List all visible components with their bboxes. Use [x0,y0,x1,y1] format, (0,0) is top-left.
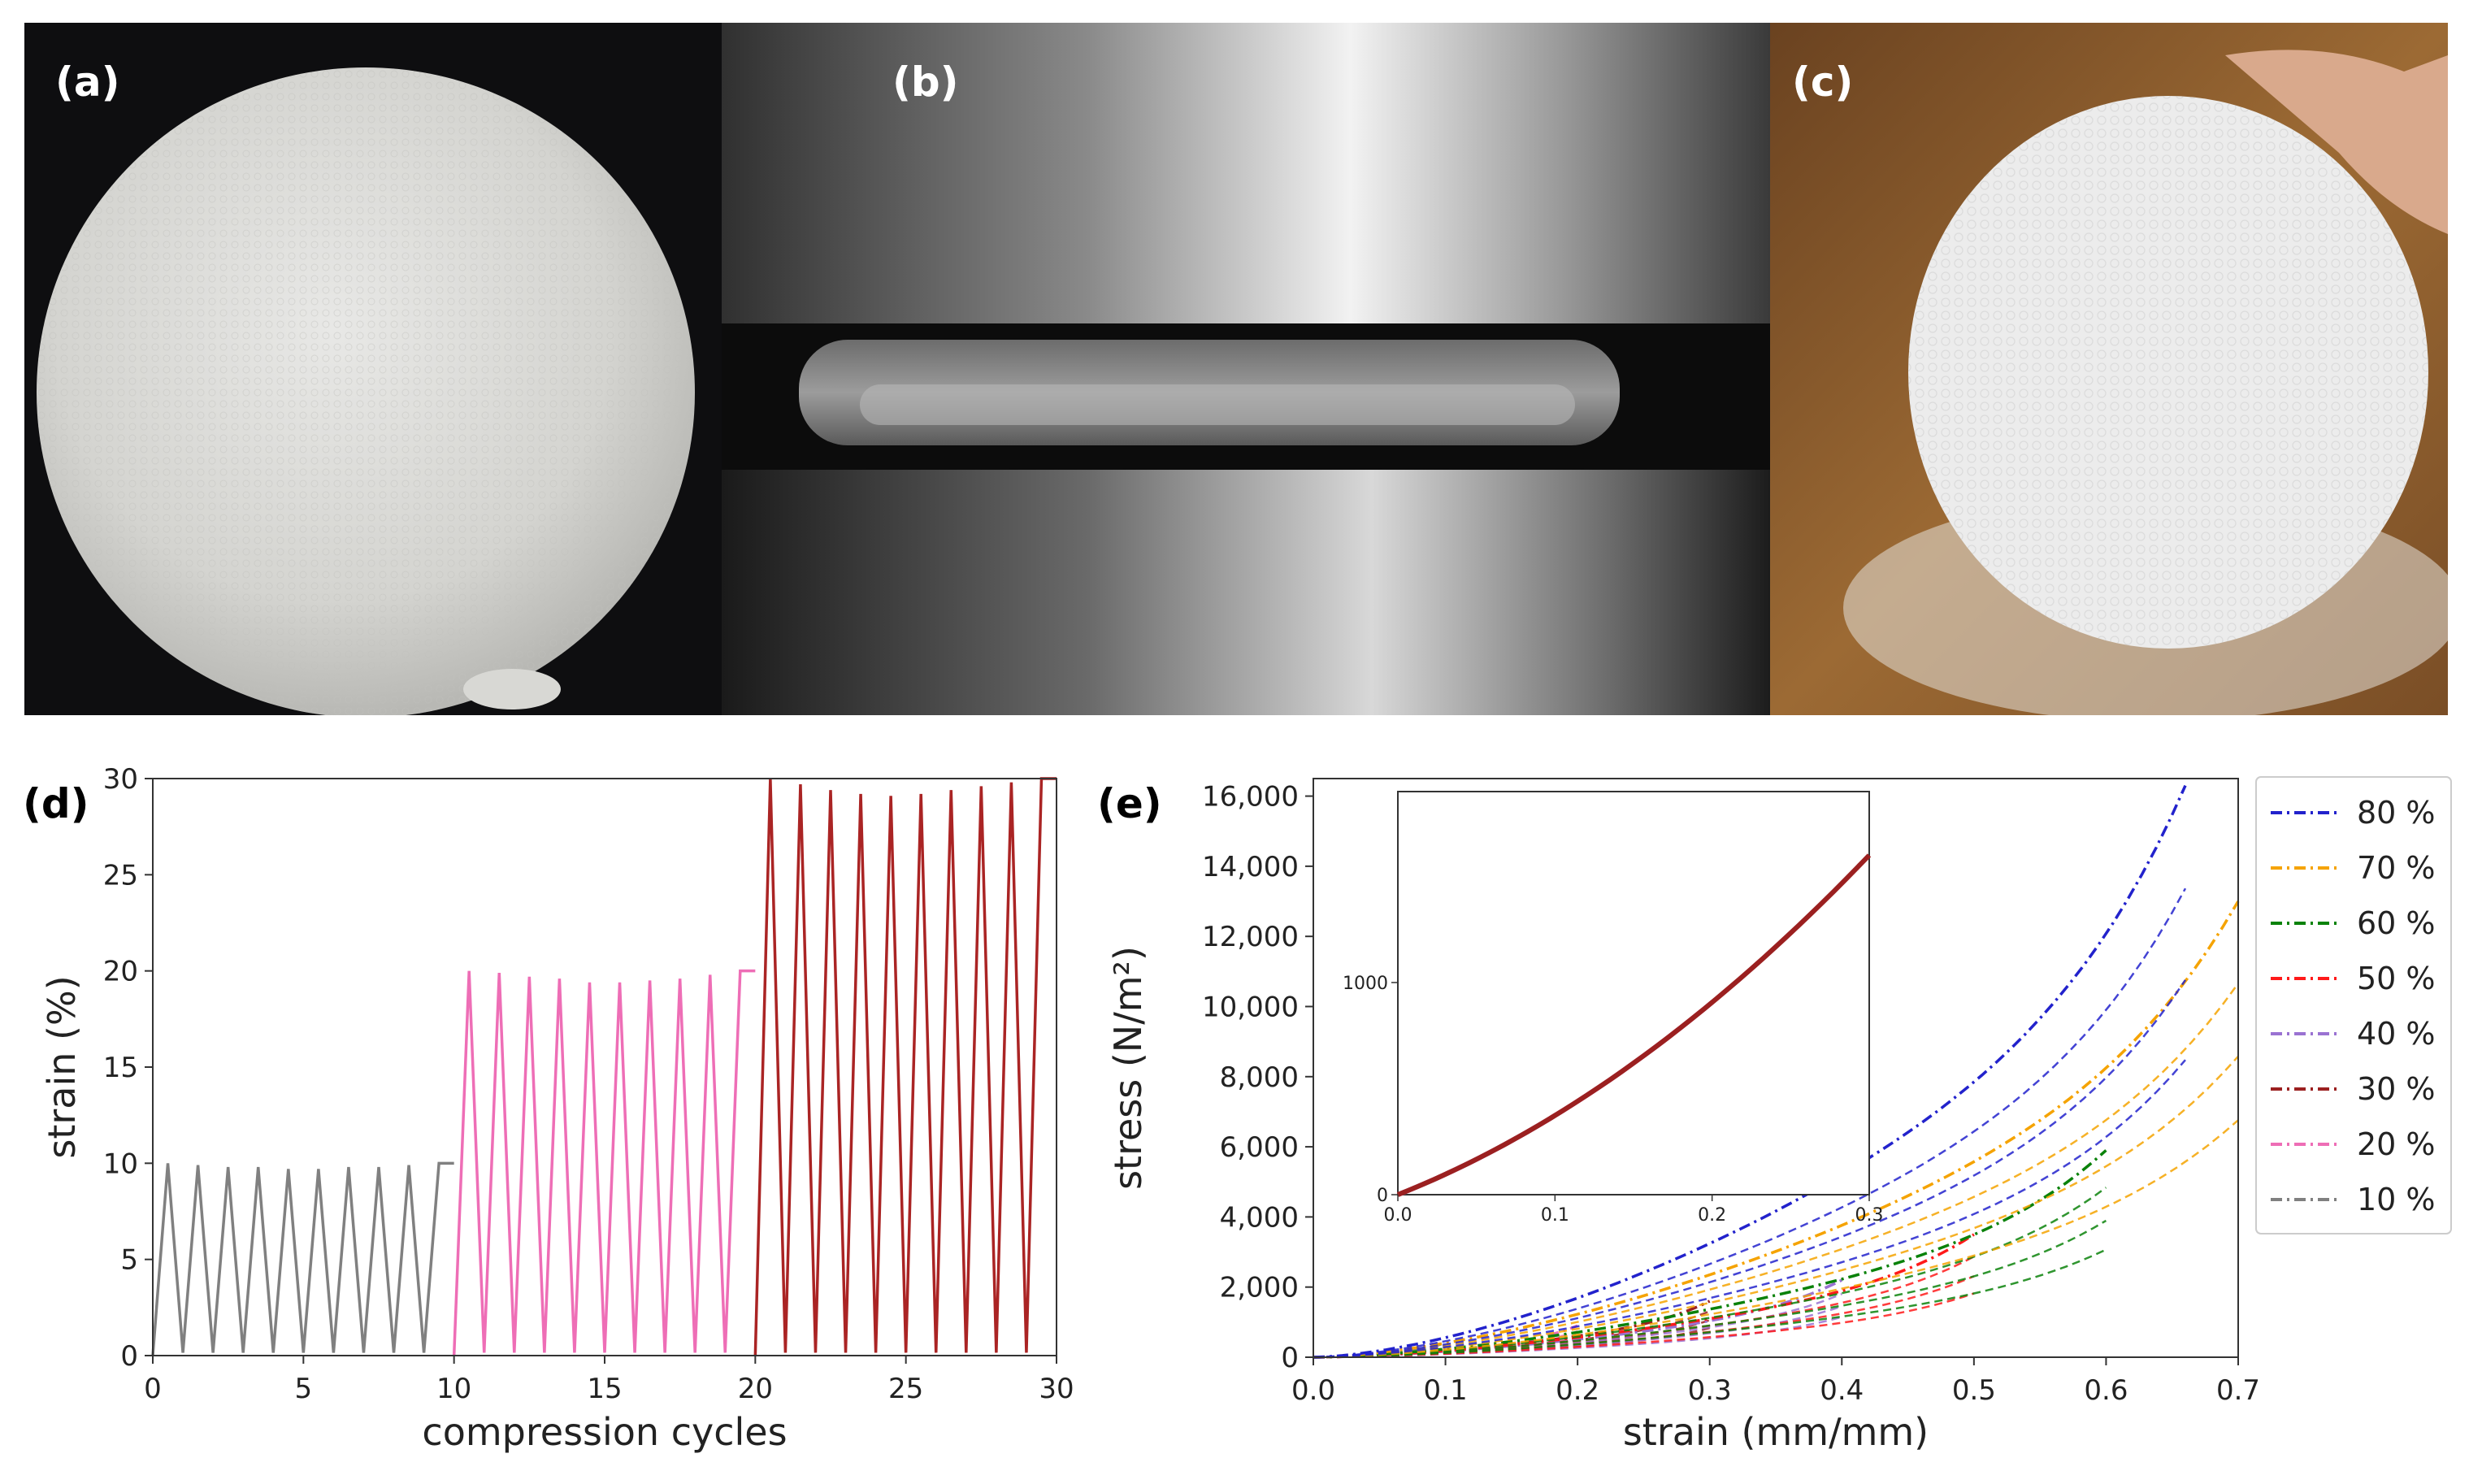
y-tick-label: 25 [103,859,138,892]
x-tick-label: 0.3 [1688,1374,1732,1407]
legend-label-5: 30 % [2357,1071,2436,1107]
x-tick-label: 0.7 [2216,1374,2260,1407]
x-tick-label: 5 [295,1373,313,1405]
y-tick-label: 14,000 [1202,851,1299,883]
y-tick-label: 6,000 [1220,1131,1299,1164]
inset-x-tick-label: 0.3 [1855,1205,1884,1226]
legend-label-4: 40 % [2357,1016,2436,1052]
series-line-0-cycle-0 [1313,784,2187,1359]
x-tick-label: 25 [888,1373,923,1405]
series-line-1 [452,969,756,1356]
photo-a-foam-disc [24,23,722,715]
legend-label-7: 10 % [2357,1182,2436,1217]
y-tick-label: 0 [120,1340,138,1373]
y-tick-label: 15 [103,1052,138,1084]
series-line-1-cycle-3 [1313,1119,2239,1359]
panel-label-a: (a) [55,59,120,106]
chart-d-strain-vs-cycles: 0 5 10 15 20 25 30 0 5 10 15 20 25 30 compression cycl… [40,763,1074,1454]
y-tick-label: 20 [103,956,138,988]
inset-y-tick-label: 0 [1377,1186,1388,1206]
y-axis-label: strain (%) [40,975,84,1158]
x-tick-label: 0.1 [1424,1374,1468,1407]
y-tick-label: 5 [120,1244,138,1277]
y-tick-label: 16,000 [1202,781,1299,814]
plot-frame [1313,778,2239,1358]
series-line-4-cycle-2 [1313,1305,1842,1359]
panel-label-e: (e) [1097,780,1162,827]
x-tick-label: 0.0 [1291,1374,1335,1407]
x-tick-label: 0.5 [1952,1374,1996,1407]
y-tick-label: 10,000 [1202,991,1299,1023]
inset-x-tick-label: 0.0 [1384,1205,1412,1226]
series-line-2-cycle-3 [1313,1248,2107,1359]
legend-label-6: 20 % [2357,1126,2436,1162]
inset-frame [1397,791,1870,1195]
x-tick-label: 0.6 [2084,1374,2128,1407]
y-tick-label: 8,000 [1220,1061,1299,1094]
legend-label-3: 50 % [2357,961,2436,996]
series-group-1 [1313,900,2240,1359]
panel-label-c: (c) [1792,59,1854,106]
x-tick-label: 30 [1039,1373,1074,1405]
series-group-0 [1313,784,2187,1359]
panel-label-d: (d) [23,780,89,827]
photo-b-foam-side-view [722,23,1770,715]
y-tick-label: 4,000 [1220,1201,1299,1234]
y-tick-label: 2,000 [1220,1272,1299,1304]
inset-series-line-2 [1396,853,1872,1197]
y-tick-label: 30 [103,763,138,796]
series-line-0-cycle-3 [1313,1059,2186,1359]
series-line-1-cycle-2 [1313,1055,2239,1359]
plot-frame [152,778,1057,1356]
x-tick-label: 0 [144,1373,162,1405]
x-tick-label: 0.4 [1820,1374,1864,1407]
y-tick-label: 0 [1281,1342,1299,1374]
legend-label-2: 60 % [2357,905,2436,941]
y-tick-label: 12,000 [1202,921,1299,953]
y-tick-label: 10 [103,1148,138,1180]
photo-c-hand-held-foam [1770,23,2448,715]
inset-x-tick-label: 0.2 [1698,1205,1726,1226]
y-axis-label: stress (N/m²) [1106,946,1150,1190]
series-line-1-cycle-0 [1313,900,2240,1359]
x-tick-label: 20 [738,1373,773,1405]
legend-box [2255,776,2452,1234]
series-line-1-cycle-1 [1313,983,2240,1359]
series-line-2 [753,777,1057,1356]
chart-e-stress-vs-strain: 0.0 0.1 0.2 0.3 0.4 0.5 0.6 0.7 0 2,000 4,000 6,000… [1106,776,2452,1454]
series-line-2-cycle-2 [1313,1219,2107,1359]
series-line-0 [151,1161,454,1356]
legend-label-0: 80 % [2357,795,2436,831]
x-axis-label: compression cycles [422,1410,787,1454]
x-axis-label: strain (mm/mm) [1623,1410,1929,1454]
panel-label-b: (b) [892,59,959,106]
x-tick-label: 0.2 [1556,1374,1599,1407]
series-line-0-cycle-1 [1313,887,2187,1359]
x-tick-label: 15 [587,1373,622,1405]
legend-label-1: 70 % [2357,850,2436,886]
inset-x-tick-label: 0.1 [1541,1205,1569,1226]
inset-y-tick-label: 1000 [1343,974,1388,994]
x-tick-label: 10 [436,1373,471,1405]
series-line-0-cycle-2 [1313,979,2187,1359]
